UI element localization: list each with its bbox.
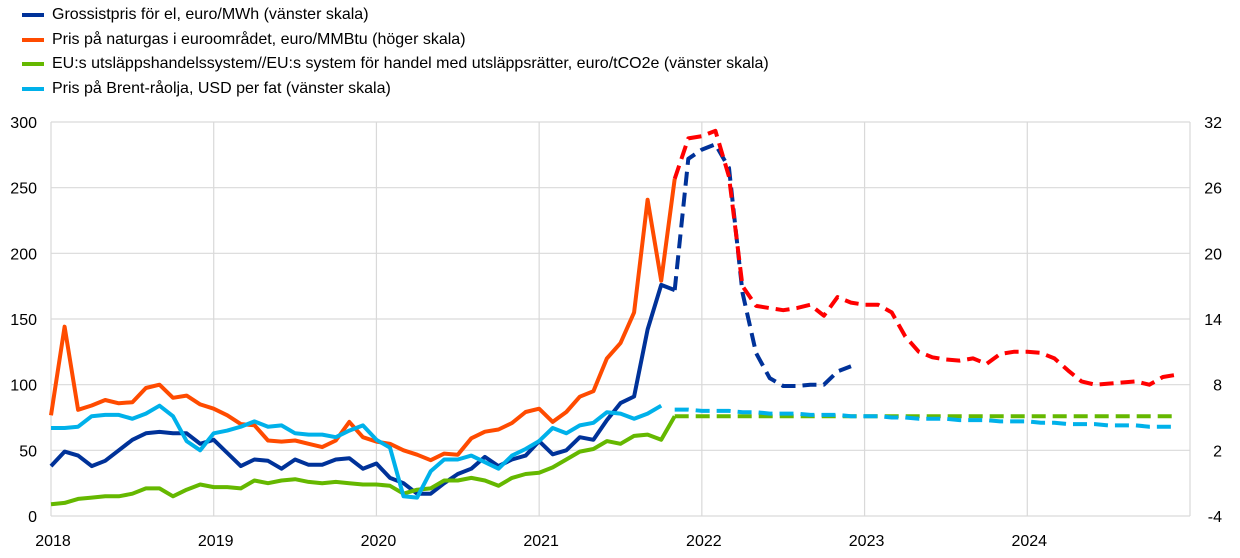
- legend-item-brent: Pris på Brent-råolja, USD per fat (vänst…: [22, 77, 769, 102]
- legend-swatch: [22, 13, 44, 18]
- y-left-tick-label: 200: [10, 246, 37, 263]
- legend-label: Grossistpris för el, euro/MWh (vänster s…: [52, 6, 369, 24]
- y-left-tick-label: 250: [10, 181, 37, 198]
- y-right-tick-label: 14: [1204, 312, 1222, 329]
- legend-swatch: [22, 62, 44, 67]
- legend-item-ets: EU:s utsläppshandelssystem//EU:s system …: [22, 52, 769, 77]
- legend-swatch: [22, 86, 44, 91]
- legend-label: EU:s utsläppshandelssystem//EU:s system …: [52, 55, 769, 73]
- x-tick-label: 2022: [686, 533, 722, 550]
- series-line-0-solid: [49, 282, 676, 496]
- y-right-tick-label: -4: [1208, 509, 1222, 526]
- x-tick-label: 2018: [35, 533, 71, 550]
- legend-label: Pris på naturgas i euroområdet, euro/MMB…: [52, 30, 466, 48]
- legend-label: Pris på Brent-råolja, USD per fat (vänst…: [52, 79, 391, 97]
- y-right-tick-label: 2: [1213, 443, 1222, 460]
- x-tick-label: 2021: [523, 533, 559, 550]
- x-tick-label: 2024: [1011, 533, 1047, 550]
- series-line-3-dashed: [672, 128, 1177, 387]
- y-right-tick-label: 26: [1204, 181, 1222, 198]
- y-right-tick-label: 20: [1204, 246, 1222, 263]
- y-left-tick-label: 100: [10, 378, 37, 395]
- x-tick-label: 2019: [198, 533, 234, 550]
- series-line-1-dashed: [672, 142, 852, 388]
- y-right-tick-label: 32: [1204, 115, 1222, 132]
- series-line-6-solid: [51, 403, 663, 500]
- series-line-4-solid: [50, 415, 677, 507]
- legend: Grossistpris för el, euro/MWh (vänster s…: [22, 3, 769, 101]
- y-right-tick-label: 8: [1213, 378, 1222, 395]
- legend-swatch: [22, 37, 44, 42]
- x-tick-label: 2023: [849, 533, 885, 550]
- y-left-tick-label: 50: [19, 443, 37, 460]
- x-tick-label: 2020: [361, 533, 397, 550]
- legend-item-gas: Pris på naturgas i euroområdet, euro/MMB…: [22, 28, 769, 53]
- legend-item-electricity: Grossistpris för el, euro/MWh (vänster s…: [22, 3, 769, 28]
- y-left-tick-label: 0: [28, 509, 37, 526]
- series-line-2-solid: [49, 178, 677, 463]
- y-left-tick-label: 300: [10, 115, 37, 132]
- y-left-tick-label: 150: [10, 312, 37, 329]
